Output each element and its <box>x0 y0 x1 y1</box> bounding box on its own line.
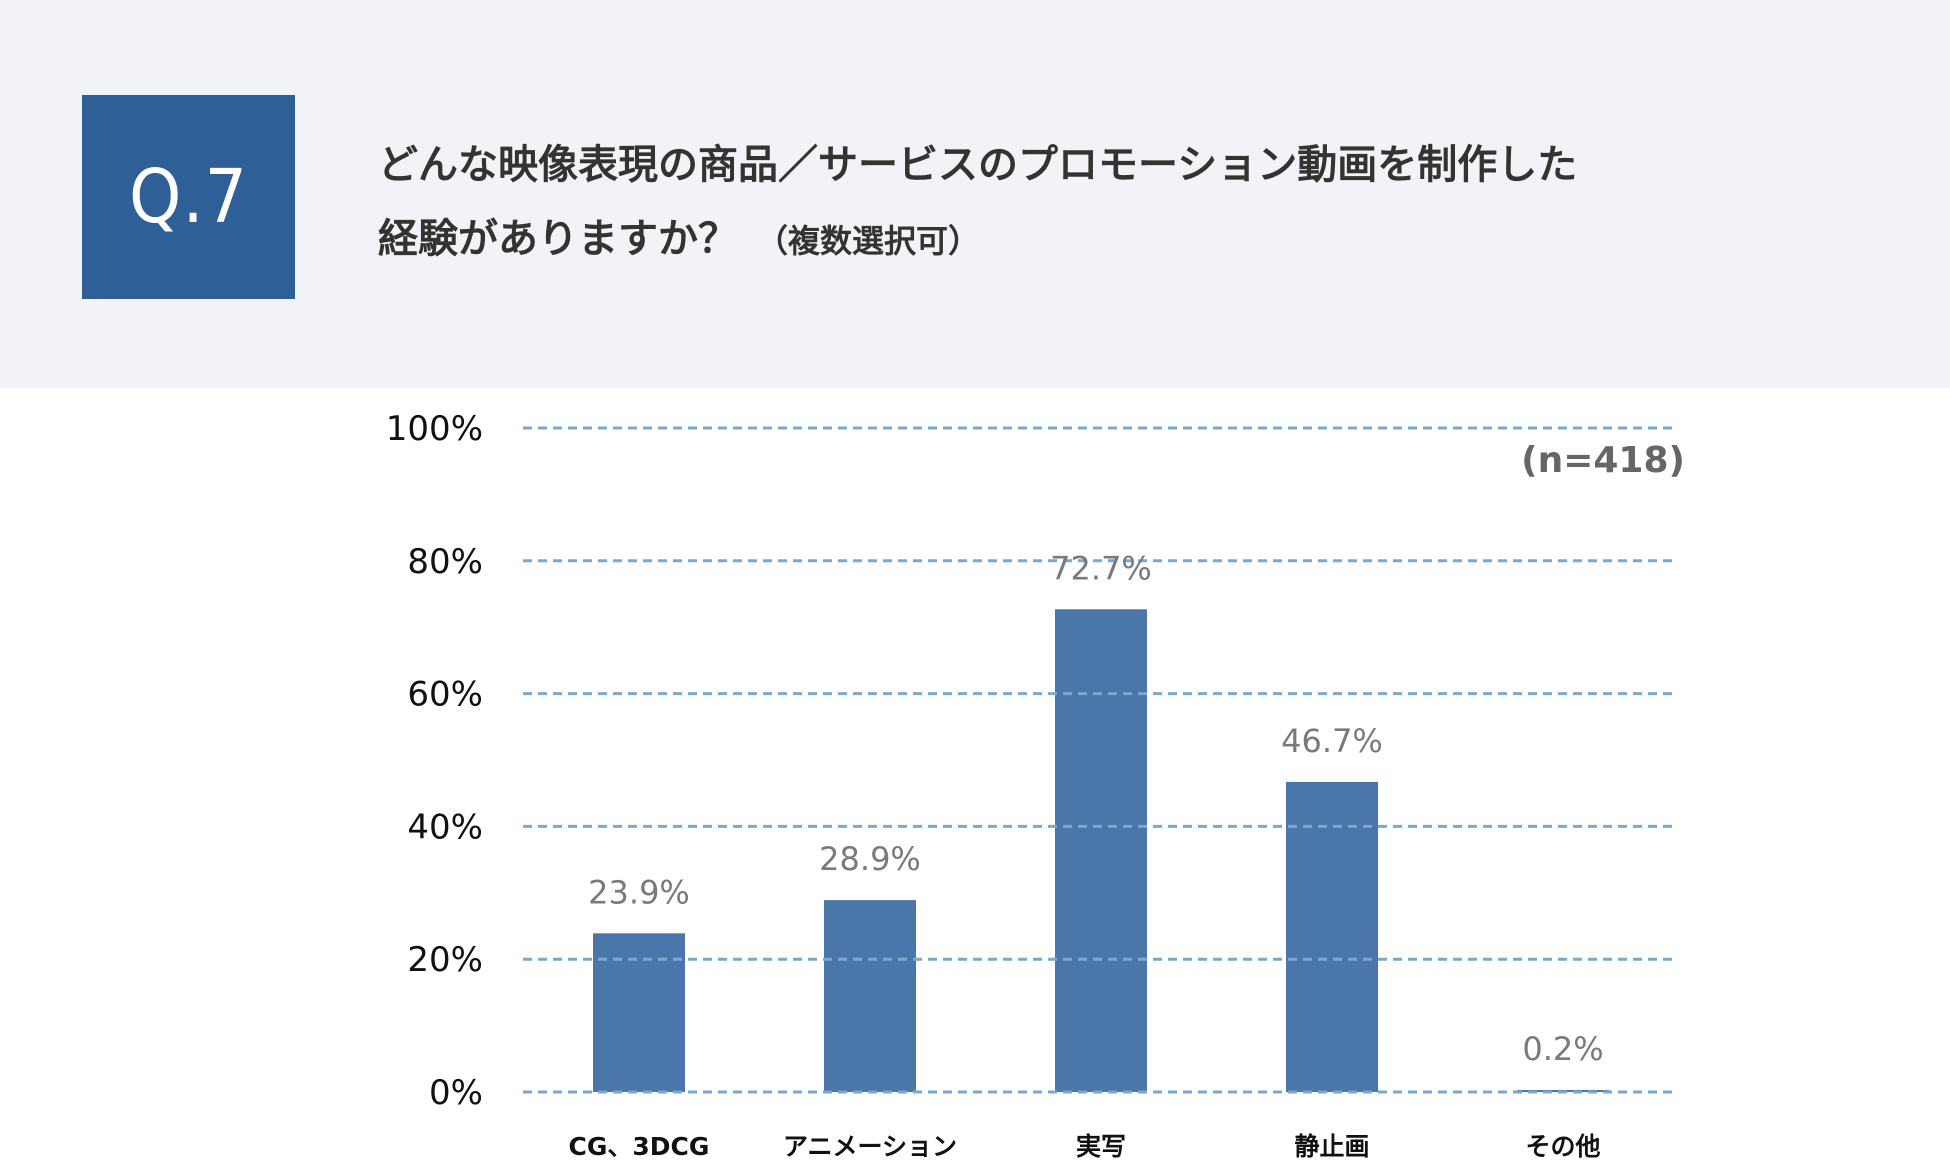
question-title-note: （複数選択可） <box>756 222 981 260</box>
question-number: Q.7 <box>129 154 248 240</box>
y-tick-label: 40% <box>407 807 483 847</box>
y-tick-label: 0% <box>429 1073 483 1113</box>
question-title-line2-wrap: 経験がありますか？ （複数選択可） <box>378 202 1898 278</box>
y-tick-label: 100% <box>386 409 483 449</box>
value-label: 28.9% <box>819 840 921 878</box>
x-tick-label: CG、3DCG <box>569 1132 710 1161</box>
sample-size-label: (n=418) <box>1521 440 1685 481</box>
bar-layer <box>593 609 1609 1092</box>
value-label: 72.7% <box>1050 549 1152 587</box>
y-tick-label: 20% <box>407 940 483 980</box>
bar-chart-svg: 0% 20% 40% 60% 80% 100% CG、3DCG アニメーション 実写 静止画 その… <box>386 409 1685 1161</box>
question-number-badge: Q.7 <box>82 95 295 299</box>
question-title: どんな映像表現の商品／サービスのプロモーション動画を制作した 経験がありますか？… <box>378 128 1898 278</box>
x-tick-label: 静止画 <box>1294 1132 1369 1161</box>
y-tick-label: 60% <box>407 675 483 715</box>
x-tick-label: 実写 <box>1076 1132 1126 1161</box>
bar <box>1286 781 1378 1092</box>
x-tick-label: その他 <box>1525 1132 1600 1161</box>
grid-layer <box>523 426 1675 1094</box>
question-header: Q.7 どんな映像表現の商品／サービスのプロモーション動画を制作した 経験があり… <box>0 0 1950 388</box>
x-label-layer: CG、3DCG アニメーション 実写 静止画 その他 <box>569 1132 1601 1161</box>
y-tick-layer: 0% 20% 40% 60% 80% 100% <box>386 409 483 1113</box>
bar <box>824 900 916 1092</box>
question-title-line2: 経験がありますか？ <box>378 216 738 262</box>
question-title-line1: どんな映像表現の商品／サービスのプロモーション動画を制作した <box>378 142 1578 188</box>
value-label: 23.9% <box>588 873 690 911</box>
value-label-layer: 23.9% 28.9% 72.7% 46.7% 0.2% <box>588 549 1603 1068</box>
bar-chart: 0% 20% 40% 60% 80% 100% CG、3DCG アニメーション 実写 静止画 その… <box>0 388 1950 1172</box>
bar <box>1055 609 1147 1092</box>
y-tick-label: 80% <box>407 542 483 582</box>
x-tick-label: アニメーション <box>783 1132 957 1161</box>
bar <box>593 933 685 1092</box>
value-label: 0.2% <box>1522 1030 1603 1068</box>
value-label: 46.7% <box>1281 722 1383 760</box>
